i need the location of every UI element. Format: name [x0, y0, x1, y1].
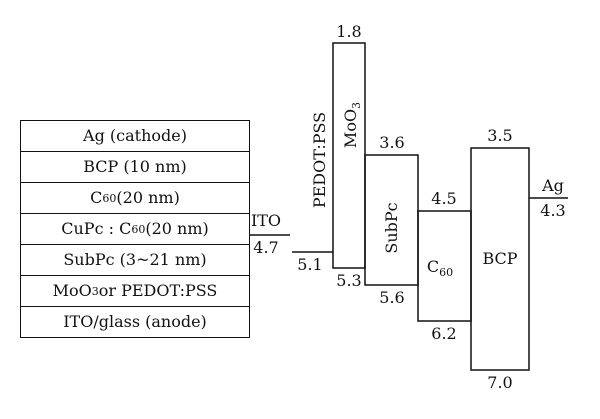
layer-cupc-c60: CuPc : C 60 (20 nm)	[20, 214, 250, 245]
moo3-box	[332, 42, 366, 269]
bcp-name: BCP	[482, 249, 517, 268]
layer-bcp: BCP (10 nm)	[20, 152, 250, 183]
ag-name: Ag	[541, 176, 564, 195]
subpc-bottom-value: 5.6	[379, 288, 404, 307]
layer-ag-cathode: Ag (cathode)	[20, 120, 250, 152]
layer-moo3-or-pedot: MoO 3 or PEDOT:PSS	[20, 276, 250, 307]
pedot-name: PEDOT:PSS	[310, 112, 329, 208]
moo3-top-value: 1.8	[336, 22, 361, 41]
c60-bottom-value: 6.2	[431, 324, 456, 343]
layer-c60: C 60 (20 nm)	[20, 183, 250, 214]
bcp-bottom-value: 7.0	[487, 373, 512, 392]
c60-name: C60	[427, 257, 453, 279]
moo3-name: MoO3	[341, 102, 363, 148]
moo3-bottom-value: 5.3	[336, 271, 361, 290]
layer-subpc: SubPc (3~21 nm)	[20, 245, 250, 276]
subpc-top-value: 3.6	[379, 133, 404, 152]
pedot-value: 5.1	[297, 255, 322, 274]
subpc-name: SubPc	[382, 202, 401, 253]
ag-value: 4.3	[540, 201, 565, 220]
device-layer-stack: Ag (cathode) BCP (10 nm) C 60 (20 nm) CuP…	[20, 120, 250, 338]
bcp-top-value: 3.5	[487, 126, 512, 145]
ito-name: ITO	[251, 211, 281, 230]
c60-top-value: 4.5	[431, 189, 456, 208]
bcp-box	[470, 147, 530, 371]
ito-value: 4.7	[253, 238, 278, 257]
layer-ito-glass-anode: ITO/glass (anode)	[20, 307, 250, 338]
